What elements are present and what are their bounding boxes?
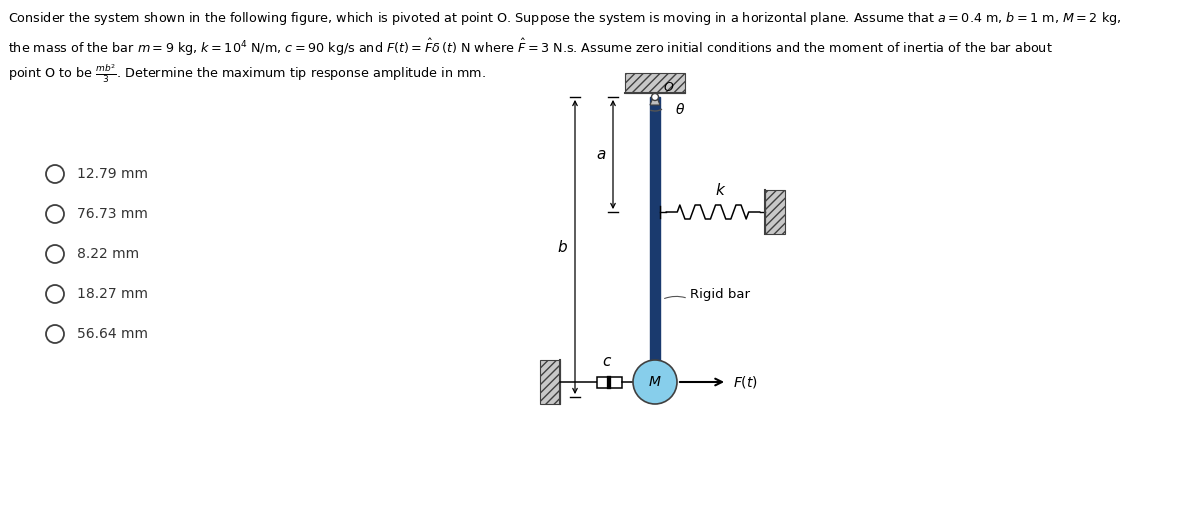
Text: 18.27 mm: 18.27 mm (77, 287, 148, 301)
Text: $a$: $a$ (596, 147, 606, 162)
Bar (650, 97, 660, 397)
Text: $M$: $M$ (648, 375, 661, 389)
Text: $F(t)$: $F(t)$ (733, 374, 758, 390)
Text: $k$: $k$ (715, 182, 726, 198)
Text: Rigid bar: Rigid bar (690, 288, 750, 301)
Bar (625, 73, 685, 93)
Text: $b$: $b$ (557, 239, 568, 255)
Circle shape (46, 205, 64, 223)
Text: point O to be $\frac{mb^2}{3}$. Determine the maximum tip response amplitude in : point O to be $\frac{mb^2}{3}$. Determin… (8, 63, 486, 85)
Circle shape (46, 165, 64, 183)
Circle shape (46, 245, 64, 263)
Text: the mass of the bar $m = 9$ kg, $k = 10^4$ N/m, $c = 90$ kg/s and $F(t) = \hat{F: the mass of the bar $m = 9$ kg, $k = 10^… (8, 37, 1052, 57)
Circle shape (46, 325, 64, 343)
Circle shape (46, 285, 64, 303)
Text: O: O (664, 80, 674, 94)
Text: 12.79 mm: 12.79 mm (77, 167, 148, 181)
Bar (540, 360, 560, 404)
Polygon shape (650, 93, 660, 105)
Text: Consider the system shown in the following figure, which is pivoted at point O. : Consider the system shown in the followi… (8, 10, 1121, 27)
Text: $c$: $c$ (602, 354, 612, 370)
Circle shape (634, 360, 677, 404)
Text: $\theta$: $\theta$ (674, 103, 685, 118)
Bar (596, 377, 622, 387)
Text: 56.64 mm: 56.64 mm (77, 327, 148, 341)
Text: 76.73 mm: 76.73 mm (77, 207, 148, 221)
Text: 8.22 mm: 8.22 mm (77, 247, 139, 261)
Circle shape (652, 94, 659, 101)
Bar (766, 190, 785, 234)
